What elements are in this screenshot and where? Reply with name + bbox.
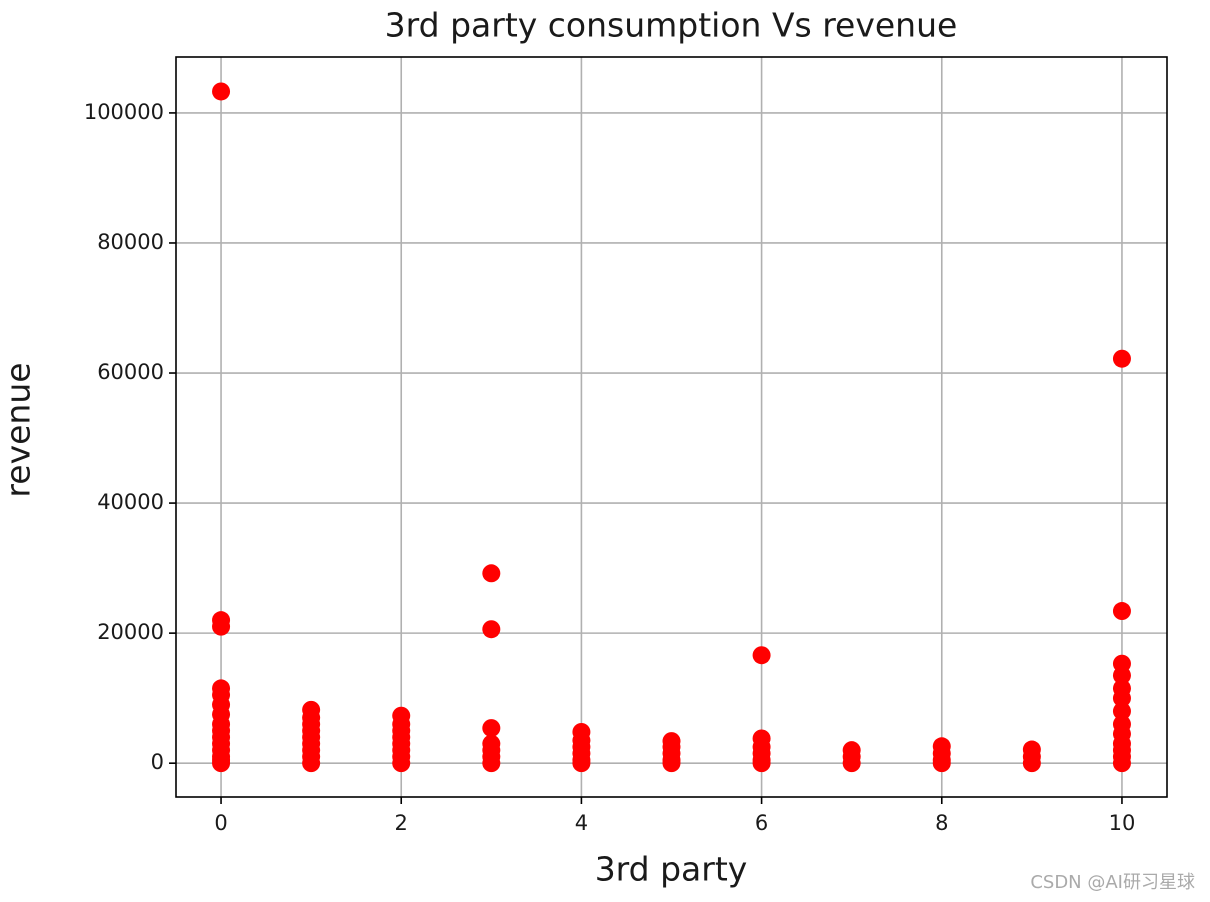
point (212, 617, 231, 636)
point (752, 646, 771, 665)
y-tick-label: 80000 (97, 230, 164, 254)
point (392, 754, 411, 773)
point (302, 754, 321, 773)
point (482, 754, 501, 773)
y-tick-label: 0 (151, 750, 164, 774)
x-tick-label: 8 (935, 811, 948, 835)
x-tick-label: 10 (1109, 811, 1136, 835)
point (1112, 349, 1131, 368)
plot-frame (175, 56, 1168, 798)
x-tick-label: 0 (214, 811, 227, 835)
point (842, 754, 861, 773)
y-tick-label: 20000 (97, 620, 164, 644)
point (1112, 602, 1131, 621)
chart-title: 3rd party consumption Vs revenue (385, 6, 958, 45)
x-tick-label: 4 (575, 811, 588, 835)
y-tick-label: 60000 (97, 360, 164, 384)
point (212, 754, 231, 773)
point (482, 564, 501, 583)
point (1112, 702, 1131, 721)
y-tick-label: 100000 (84, 100, 164, 124)
point (752, 754, 771, 773)
x-axis-label: 3rd party (595, 850, 748, 889)
point (572, 754, 591, 773)
point (932, 754, 951, 773)
point (1112, 666, 1131, 685)
point (1022, 754, 1041, 773)
y-tick-label: 40000 (97, 490, 164, 514)
point (1112, 754, 1131, 773)
point (482, 719, 501, 738)
x-tick-label: 2 (395, 811, 408, 835)
point (662, 754, 681, 773)
point (212, 82, 231, 101)
x-tick-label: 6 (755, 811, 768, 835)
y-axis-label: revenue (0, 362, 38, 497)
point (1112, 689, 1131, 708)
point (482, 620, 501, 639)
watermark: CSDN @AI研习星球 (1030, 872, 1195, 893)
